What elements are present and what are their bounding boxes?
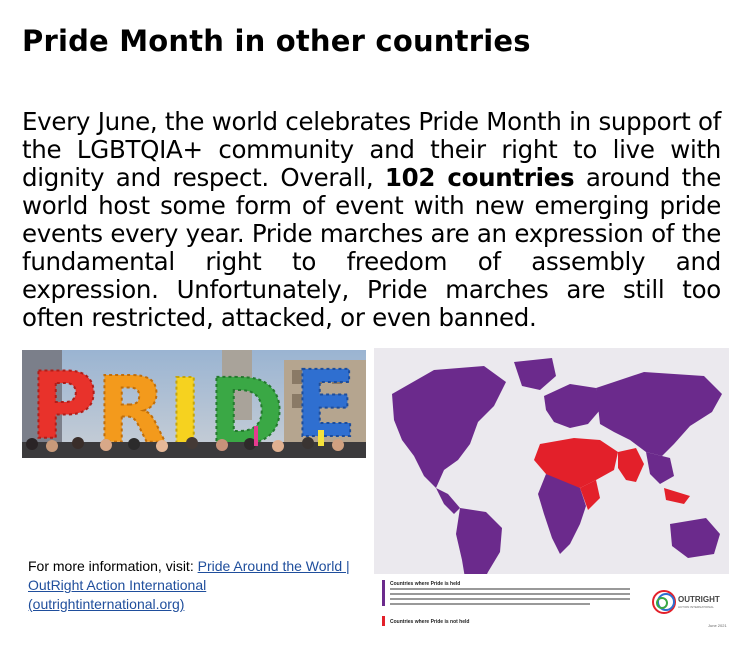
country-count: 102 countries [384,163,575,192]
intro-paragraph: Every June, the world celebrates Pride M… [22,108,721,332]
balloon-letter-p: P [30,353,97,458]
pride-world-map: Countries where Pride is held Countries … [374,348,729,632]
logo-subtext: ACTION INTERNATIONAL [678,605,714,609]
info-note: For more information, visit: Pride Aroun… [28,557,358,614]
legend-swatch-not-held [382,616,385,626]
world-map-art: Countries where Pride is held Countries … [374,348,729,632]
intro-text-2: around the world host some form of event… [22,163,721,332]
info-prefix: For more information, visit: [28,558,198,574]
legend-swatch-held [382,580,385,606]
legend-not-held-label: Countries where Pride is not held [390,619,469,625]
info-link[interactable]: Pride Around the World | OutRight Action… [28,558,350,612]
page-title: Pride Month in other countries [22,24,531,58]
balloon-letter-i: I [168,359,202,458]
map-date: June 2021 [708,623,727,628]
intro-text-1: Every June, the world celebrates Pride M… [22,107,721,192]
legend-held-label: Countries where Pride is held [390,581,460,587]
pride-photo: P R I D E [22,350,366,458]
logo-text: OUTRIGHT [678,595,720,604]
pride-photo-art: P R I D E [22,350,366,458]
